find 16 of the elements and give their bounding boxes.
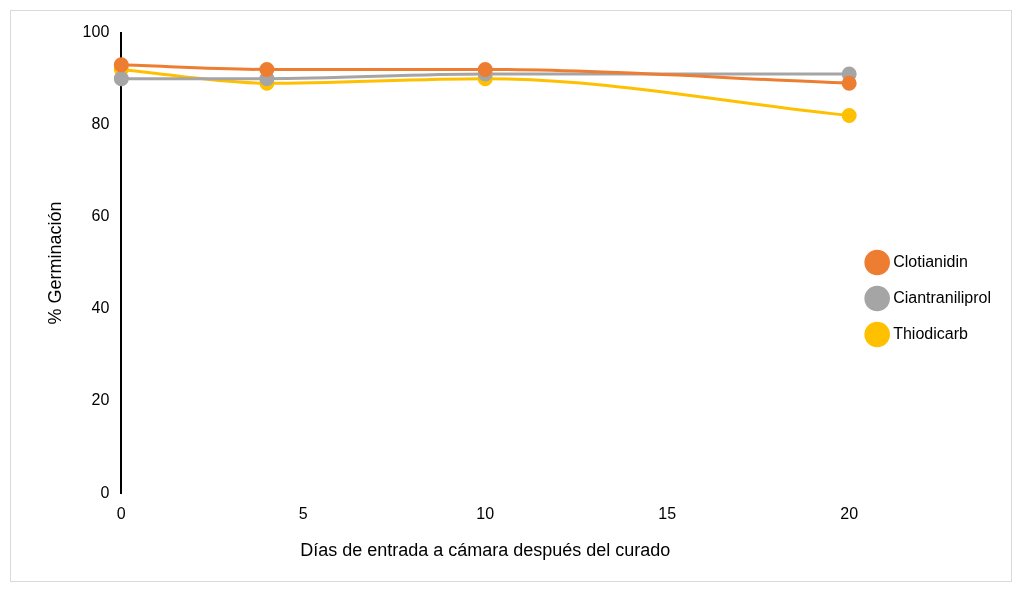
y-tick-label: 20 [91,391,110,409]
y-axis-title: % Germinación [44,201,65,325]
x-tick-label: 10 [476,505,495,523]
y-tick-label: 0 [100,483,110,501]
legend-label: Thiodicarb [893,324,968,342]
x-tick-label: 15 [658,505,677,523]
x-tick-label: 20 [840,505,859,523]
x-tick-label: 5 [298,505,308,523]
y-tick-label: 100 [82,23,110,41]
y-tick-label: 80 [91,115,110,133]
x-axis-title: Días de entrada a cámara después del curado [300,540,671,561]
y-tick-label: 60 [91,207,110,225]
legend-label: Ciantraniliprol [893,288,992,306]
legend-label: Clotianidin [893,252,968,270]
y-tick-label: 40 [91,299,110,317]
x-tick-label: 0 [116,505,126,523]
